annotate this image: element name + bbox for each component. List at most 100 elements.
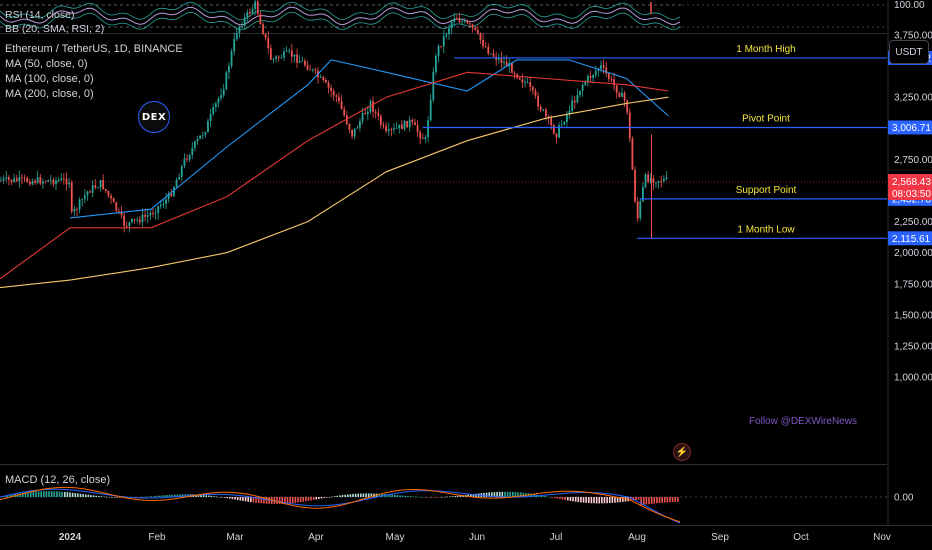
macd-bar bbox=[6, 495, 8, 497]
candle-body bbox=[330, 87, 333, 92]
candle bbox=[345, 110, 348, 126]
candle-body bbox=[327, 82, 330, 88]
candle bbox=[104, 188, 107, 193]
candle bbox=[204, 131, 207, 138]
macd-bar bbox=[441, 496, 443, 498]
candle-body bbox=[204, 132, 207, 135]
macd-bar bbox=[312, 497, 315, 500]
candle bbox=[76, 207, 78, 217]
candle bbox=[42, 178, 44, 189]
candle bbox=[254, 0, 257, 16]
level-price-text: 3,006.71 bbox=[892, 123, 931, 134]
candle bbox=[343, 106, 346, 118]
macd-bar bbox=[506, 491, 509, 497]
macd-bar bbox=[318, 497, 320, 499]
time-tick-label: Oct bbox=[793, 532, 809, 543]
candle bbox=[107, 190, 110, 199]
time-tick-label: Feb bbox=[148, 532, 166, 543]
candle-body bbox=[165, 199, 167, 204]
candle bbox=[230, 48, 233, 69]
candle-body bbox=[513, 72, 516, 75]
macd-bar bbox=[509, 491, 511, 497]
currency-button[interactable]: USDT bbox=[889, 40, 929, 64]
candle-body bbox=[440, 46, 443, 47]
candle bbox=[440, 46, 443, 49]
candle bbox=[432, 67, 435, 103]
candle-body bbox=[521, 79, 524, 83]
candle bbox=[180, 164, 183, 182]
candle-body bbox=[220, 95, 222, 99]
candle bbox=[652, 175, 655, 190]
candle-body bbox=[424, 137, 427, 140]
candle bbox=[518, 76, 521, 81]
macd-bar bbox=[553, 497, 556, 498]
candle-body bbox=[487, 46, 490, 54]
macd-bar bbox=[103, 496, 105, 498]
rsi-legend: RSI (14, close) BB (20, SMA, RSI, 2) bbox=[5, 8, 104, 36]
time-tick-label: Jun bbox=[469, 532, 485, 543]
candle-body bbox=[241, 25, 243, 27]
price-tick-label: 1,500.00 bbox=[894, 310, 932, 321]
candle bbox=[154, 208, 157, 220]
macd-bar bbox=[90, 495, 92, 497]
candle-body bbox=[78, 199, 81, 210]
macd-bar bbox=[467, 494, 470, 497]
candle-body bbox=[476, 30, 479, 33]
macd-bar bbox=[501, 491, 504, 497]
level-label: 1 Month Low bbox=[737, 224, 795, 235]
time-tick-label: Nov bbox=[873, 532, 891, 543]
macd-bar bbox=[498, 491, 501, 497]
macd-bar bbox=[98, 496, 100, 497]
candle-body bbox=[167, 193, 170, 200]
macd-bar bbox=[166, 495, 168, 497]
candle-body bbox=[157, 206, 160, 213]
candle bbox=[264, 33, 267, 41]
candle-body bbox=[636, 201, 639, 219]
macd-bar bbox=[601, 497, 603, 504]
candle bbox=[123, 213, 126, 233]
ma100-legend: MA (100, close, 0) bbox=[5, 73, 94, 85]
candle bbox=[70, 180, 73, 214]
rsi-legend-line: RSI (14, close) bbox=[5, 9, 75, 21]
rsi-bb-upper bbox=[0, 1, 681, 21]
candle bbox=[377, 107, 380, 121]
candle bbox=[322, 75, 325, 83]
candle bbox=[285, 46, 288, 53]
candle-body bbox=[133, 218, 136, 220]
candle-body bbox=[15, 178, 18, 182]
candle bbox=[152, 206, 154, 218]
candle bbox=[251, 6, 254, 15]
candle-body bbox=[524, 82, 526, 84]
candle bbox=[348, 123, 351, 134]
macd-bar bbox=[587, 497, 590, 504]
macd-bar bbox=[386, 494, 388, 497]
candle bbox=[338, 92, 340, 105]
candle bbox=[36, 170, 39, 185]
candle bbox=[500, 51, 503, 69]
candle-body bbox=[267, 37, 270, 49]
candle-body bbox=[115, 202, 118, 211]
candle-body bbox=[361, 113, 364, 122]
lightning-icon[interactable]: ⚡ bbox=[673, 443, 691, 461]
candle-body bbox=[0, 180, 2, 182]
macd-bar bbox=[137, 497, 139, 498]
candle-body bbox=[107, 190, 110, 196]
candle bbox=[487, 43, 490, 56]
candle bbox=[110, 193, 112, 204]
candle bbox=[83, 189, 86, 204]
macd-bar bbox=[323, 497, 325, 498]
candle-body bbox=[186, 158, 188, 160]
macd-bar bbox=[119, 497, 121, 498]
candle-body bbox=[445, 34, 448, 36]
macd-bar bbox=[155, 495, 158, 497]
candle bbox=[112, 197, 115, 203]
candle-body bbox=[610, 79, 613, 80]
candle bbox=[563, 120, 566, 126]
macd-bar bbox=[260, 497, 263, 504]
macd-bar bbox=[472, 493, 475, 497]
candle bbox=[568, 105, 571, 119]
candle-body bbox=[249, 12, 251, 14]
macd-bar bbox=[244, 497, 247, 502]
macd-bar bbox=[409, 496, 412, 497]
candle-body bbox=[345, 115, 348, 125]
